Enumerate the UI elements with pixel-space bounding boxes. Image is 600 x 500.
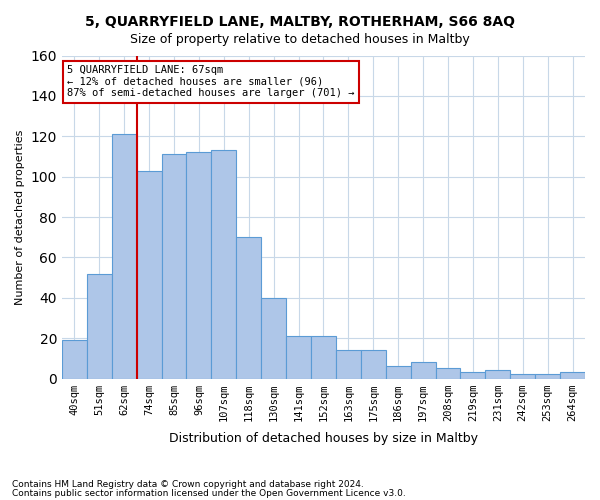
Bar	[261, 298, 286, 378]
Bar	[311, 336, 336, 378]
Bar	[436, 368, 460, 378]
Bar	[336, 350, 361, 378]
Bar	[112, 134, 137, 378]
Bar	[485, 370, 510, 378]
X-axis label: Distribution of detached houses by size in Maltby: Distribution of detached houses by size …	[169, 432, 478, 445]
Bar	[386, 366, 410, 378]
Bar	[460, 372, 485, 378]
Y-axis label: Number of detached properties: Number of detached properties	[15, 130, 25, 304]
Bar	[560, 372, 585, 378]
Bar	[211, 150, 236, 378]
Bar	[137, 170, 161, 378]
Bar	[161, 154, 187, 378]
Bar	[87, 274, 112, 378]
Bar	[510, 374, 535, 378]
Bar	[62, 340, 87, 378]
Text: Size of property relative to detached houses in Maltby: Size of property relative to detached ho…	[130, 32, 470, 46]
Bar	[286, 336, 311, 378]
Bar	[535, 374, 560, 378]
Bar	[361, 350, 386, 378]
Text: Contains public sector information licensed under the Open Government Licence v3: Contains public sector information licen…	[12, 488, 406, 498]
Bar	[410, 362, 436, 378]
Bar	[187, 152, 211, 378]
Bar	[236, 237, 261, 378]
Text: Contains HM Land Registry data © Crown copyright and database right 2024.: Contains HM Land Registry data © Crown c…	[12, 480, 364, 489]
Text: 5 QUARRYFIELD LANE: 67sqm
← 12% of detached houses are smaller (96)
87% of semi-: 5 QUARRYFIELD LANE: 67sqm ← 12% of detac…	[67, 65, 355, 98]
Text: 5, QUARRYFIELD LANE, MALTBY, ROTHERHAM, S66 8AQ: 5, QUARRYFIELD LANE, MALTBY, ROTHERHAM, …	[85, 15, 515, 29]
